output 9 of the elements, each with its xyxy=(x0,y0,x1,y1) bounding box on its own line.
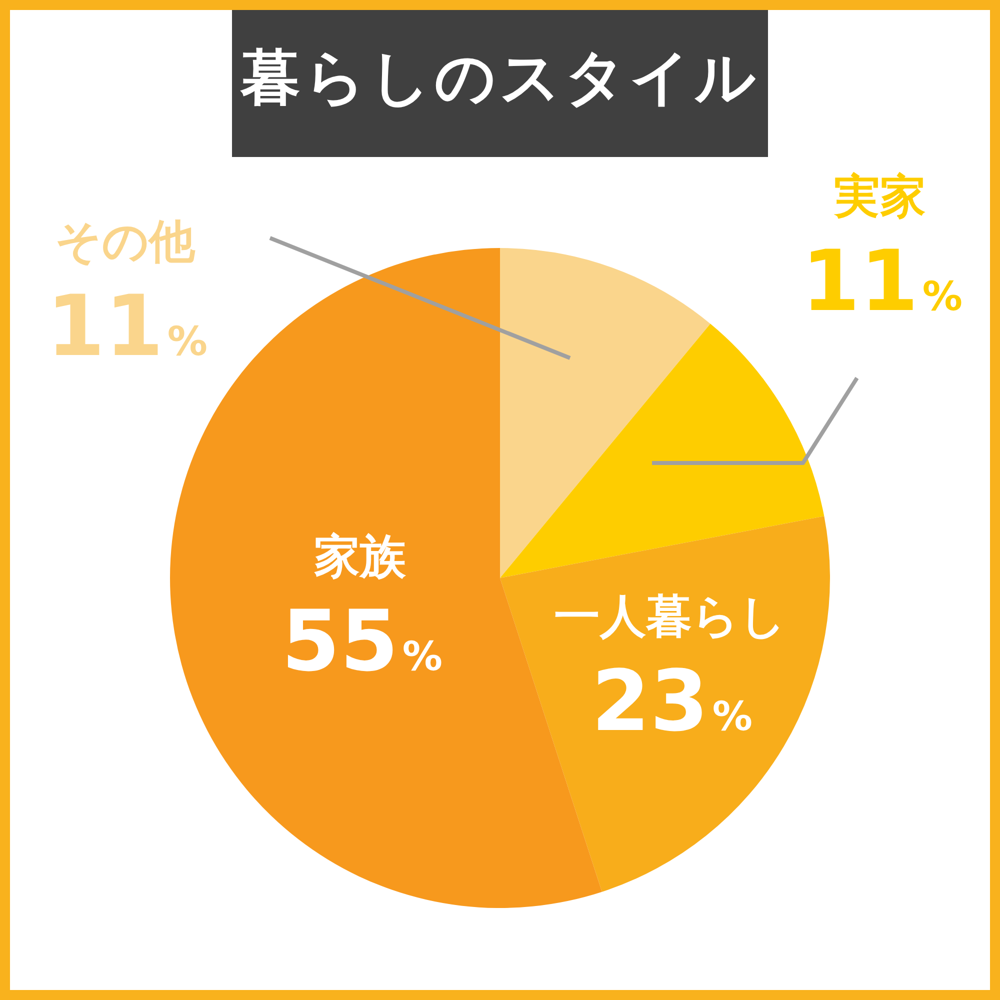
slice-label: 家族 xyxy=(314,528,407,583)
slice-label: 実家 xyxy=(833,168,926,223)
slice-label: その他 xyxy=(55,214,196,268)
slice-label: 一人暮らし xyxy=(554,588,786,643)
chart-title: 暮らしのスタイル xyxy=(232,0,768,157)
data-label: 11% xyxy=(46,277,208,375)
data-label: 55% xyxy=(282,592,442,690)
data-label: 23% xyxy=(592,652,752,750)
data-label: 11% xyxy=(802,232,962,330)
